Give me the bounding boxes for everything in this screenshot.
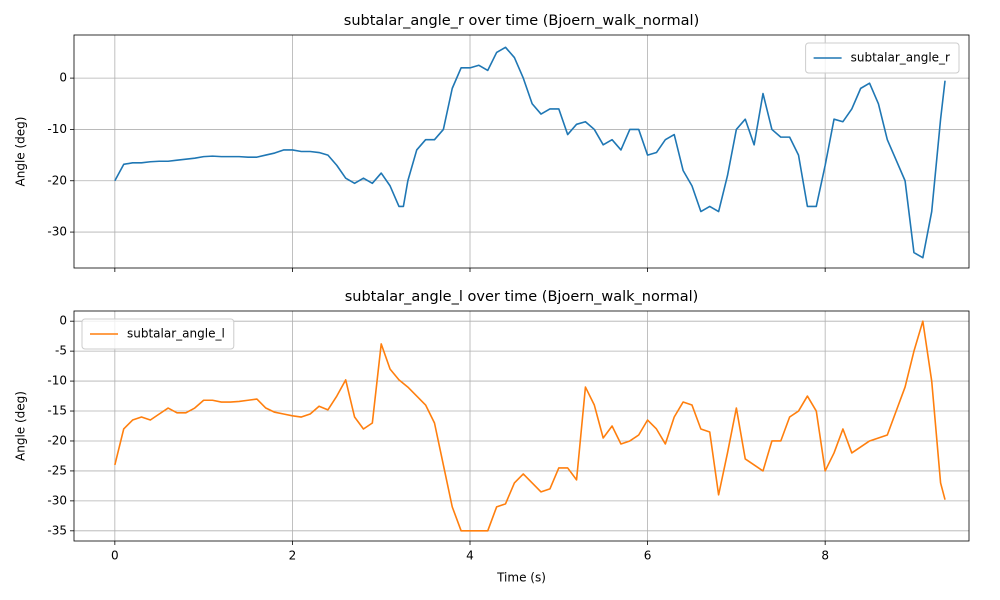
legend-box xyxy=(805,42,960,74)
plot-frame xyxy=(73,34,970,269)
y-tick-label: -20 xyxy=(47,433,67,447)
y-tick-label: -30 xyxy=(47,493,67,507)
x-tick-label: 0 xyxy=(111,549,119,563)
legend-label: subtalar_angle_l xyxy=(127,327,225,341)
legend: subtalar_angle_r xyxy=(805,42,960,74)
subplot: subtalar_angle_l over time (Bjoern_walk_… xyxy=(14,289,970,585)
y-tick-label: -35 xyxy=(47,523,67,537)
y-tick-label: -25 xyxy=(47,463,67,477)
line-series xyxy=(114,46,946,259)
x-tick-label: 4 xyxy=(466,549,474,563)
chart-title: subtalar_angle_r over time (Bjoern_walk_… xyxy=(344,13,699,29)
y-axis-label: Angle (deg) xyxy=(14,391,28,461)
y-tick-label: -5 xyxy=(55,344,67,358)
subplot: subtalar_angle_r over time (Bjoern_walk_… xyxy=(14,13,970,272)
x-tick-label: 8 xyxy=(821,549,829,563)
x-tick-label: 6 xyxy=(644,549,652,563)
line-series xyxy=(114,320,946,532)
y-tick-label: -15 xyxy=(47,404,67,418)
y-axis-label: Angle (deg) xyxy=(14,117,28,187)
x-axis-label: Time (s) xyxy=(496,571,546,585)
y-tick-label: -10 xyxy=(47,374,67,388)
legend-box xyxy=(81,318,235,350)
legend-label: subtalar_angle_r xyxy=(851,51,950,65)
legend: subtalar_angle_l xyxy=(81,318,235,350)
y-tick-label: -30 xyxy=(47,225,67,239)
chart-title: subtalar_angle_l over time (Bjoern_walk_… xyxy=(345,289,699,305)
y-tick-label: 0 xyxy=(59,71,67,85)
y-tick-label: -20 xyxy=(47,173,67,187)
plot-frame xyxy=(73,310,970,542)
x-tick-label: 2 xyxy=(289,549,297,563)
y-tick-label: -10 xyxy=(47,122,67,136)
y-tick-label: 0 xyxy=(59,314,67,328)
